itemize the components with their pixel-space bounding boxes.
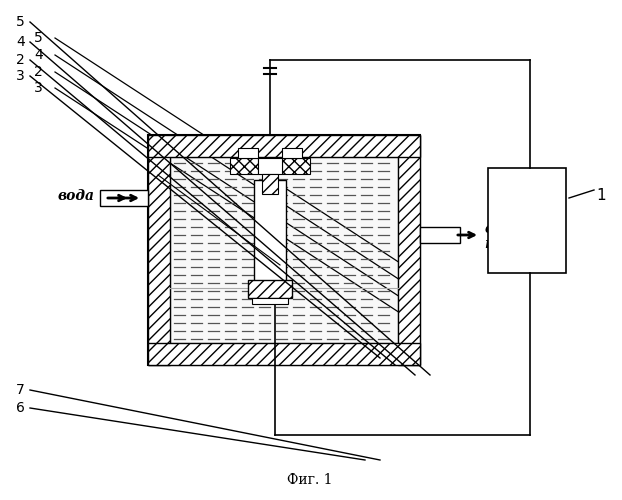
Text: 5: 5 [34, 31, 43, 45]
Text: 4: 4 [34, 48, 43, 62]
Text: 6: 6 [16, 401, 25, 415]
Bar [148, 135, 420, 365]
Bar [282, 158, 310, 174]
Bar [100, 190, 148, 206]
Bar [230, 158, 258, 174]
Text: вода: вода [58, 189, 95, 203]
Bar [262, 174, 278, 194]
Bar [170, 157, 398, 343]
Text: 4: 4 [16, 35, 25, 49]
Text: 7: 7 [16, 383, 25, 397]
Text: Фиг. 1: Фиг. 1 [287, 473, 333, 487]
Text: 1: 1 [596, 188, 606, 203]
Bar [148, 135, 420, 157]
Bar [238, 148, 258, 158]
Bar [148, 343, 420, 365]
Bar [248, 280, 292, 298]
Bar [254, 180, 286, 290]
Text: на слив: на слив [485, 237, 547, 251]
Text: 2: 2 [16, 53, 25, 67]
Text: вода: вода [485, 222, 522, 236]
Bar [148, 135, 170, 365]
Text: 3: 3 [34, 81, 43, 95]
Bar [398, 135, 420, 365]
Text: 2: 2 [34, 65, 43, 79]
Bar [488, 168, 566, 273]
Bar [252, 298, 288, 304]
Bar [258, 158, 282, 174]
Bar [420, 227, 460, 243]
Text: 5: 5 [16, 15, 25, 29]
Bar [282, 148, 302, 158]
Text: 3: 3 [16, 69, 25, 83]
